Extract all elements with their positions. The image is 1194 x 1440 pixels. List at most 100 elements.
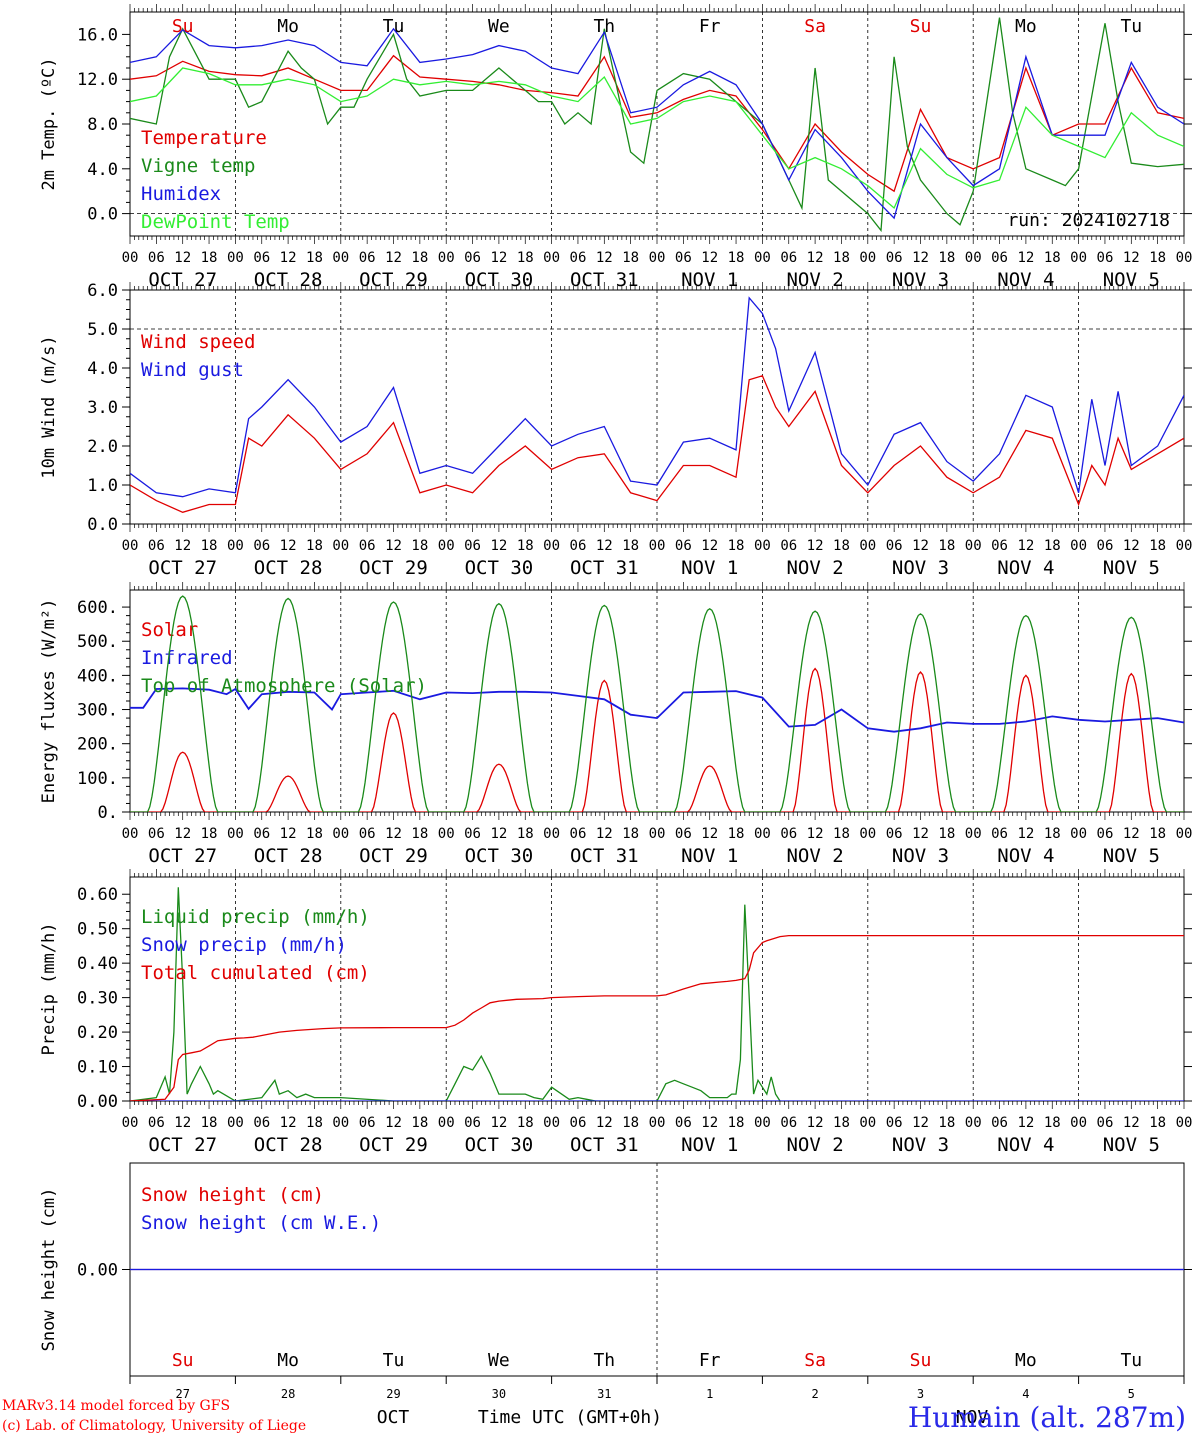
- weekday-label: Mo: [277, 16, 299, 37]
- weekday-label: Sa: [804, 1350, 826, 1371]
- x-hour-label: 06: [464, 250, 481, 266]
- x-hour-label: 18: [1044, 250, 1061, 266]
- x-hour-label: 06: [675, 1115, 692, 1131]
- x-hour-label: 00: [649, 250, 666, 266]
- x-day-label: OCT 27: [148, 557, 217, 579]
- x-hour-label: 00: [649, 1115, 666, 1131]
- y-axis-label: 2m Temp. (ºC): [39, 57, 59, 190]
- y-tick-label: 2.0: [87, 437, 118, 457]
- x-day-label: OCT 27: [148, 845, 217, 867]
- x-hour-label: 06: [570, 250, 587, 266]
- y-tick-label: 1.0: [87, 476, 118, 496]
- panel-flux: 0. 100. 200. 300. 400. 500. 600. Energy fluxes …: [39, 582, 1192, 867]
- x-hour-label: 00: [332, 250, 349, 266]
- weekday-label: Tu: [383, 16, 405, 37]
- x-hour-label: 18: [517, 538, 534, 554]
- x-hour-label: 00: [543, 538, 560, 554]
- x-day-label: NOV 4: [997, 557, 1054, 579]
- y-tick-label: 200.: [77, 735, 118, 755]
- x-day-number: 5: [1128, 1387, 1135, 1401]
- legend-entry: Vigne temp: [141, 155, 255, 177]
- x-hour-label: 18: [728, 538, 745, 554]
- x-hour-label: 18: [1149, 826, 1166, 842]
- x-hour-label: 12: [596, 1115, 613, 1131]
- x-hour-label: 06: [886, 538, 903, 554]
- x-hour-label: 00: [122, 538, 139, 554]
- series-line-temperature: [130, 54, 1184, 193]
- legend-entry: Wind gust: [141, 359, 244, 381]
- x-hour-label: 18: [517, 826, 534, 842]
- x-day-label: NOV 1: [681, 557, 738, 579]
- x-hour-label: 00: [859, 826, 876, 842]
- x-day-label: OCT 31: [570, 557, 639, 579]
- x-hour-label: 18: [938, 1115, 955, 1131]
- x-hour-label: 18: [201, 538, 218, 554]
- series-line-vigne-temp: [130, 17, 1184, 233]
- y-tick-label: 0.30: [77, 989, 118, 1009]
- y-tick-label: 100.: [77, 769, 118, 789]
- x-hour-label: 06: [991, 1115, 1008, 1131]
- x-hour-label: 00: [122, 250, 139, 266]
- x-hour-label: 18: [411, 250, 428, 266]
- x-day-number: 27: [175, 1387, 189, 1401]
- x-hour-label: 12: [385, 1115, 402, 1131]
- x-hour-label: 12: [385, 538, 402, 554]
- x-hour-label: 00: [438, 538, 455, 554]
- x-hour-label: 12: [174, 1115, 191, 1131]
- y-tick-label: 0.0: [87, 515, 118, 535]
- x-day-label: NOV 4: [997, 269, 1054, 291]
- x-hour-label: 06: [991, 826, 1008, 842]
- plot-frame: [129, 11, 1185, 237]
- x-hour-label: 18: [833, 1115, 850, 1131]
- x-hour-label: 12: [912, 250, 929, 266]
- x-hour-label: 18: [833, 826, 850, 842]
- x-hour-label: 00: [227, 250, 244, 266]
- x-hour-label: 12: [912, 1115, 929, 1131]
- weekday-label: Th: [593, 1350, 615, 1371]
- x-hour-label: 18: [833, 250, 850, 266]
- weekday-label: Fr: [699, 16, 721, 37]
- x-hour-label: 00: [438, 1115, 455, 1131]
- x-hour-label: 12: [807, 250, 824, 266]
- x-hour-label: 18: [306, 1115, 323, 1131]
- x-day-label: OCT 29: [359, 1134, 428, 1156]
- x-day-label: NOV 5: [1103, 557, 1160, 579]
- x-hour-label: 06: [1097, 538, 1114, 554]
- x-hour-label: 12: [807, 1115, 824, 1131]
- x-hour-label: 00: [543, 1115, 560, 1131]
- weekday-label: Su: [910, 1350, 932, 1371]
- x-hour-label: 18: [306, 826, 323, 842]
- legend-entry: Wind speed: [141, 331, 255, 353]
- x-hour-label: 12: [1017, 826, 1034, 842]
- x-hour-label: 18: [411, 538, 428, 554]
- x-day-number: 3: [917, 1387, 924, 1401]
- y-axis-label: Energy fluxes (W/m²): [39, 599, 59, 804]
- x-hour-label: 12: [596, 538, 613, 554]
- x-hour-label: 12: [280, 538, 297, 554]
- x-hour-label: 06: [675, 538, 692, 554]
- x-day-label: OCT 28: [254, 269, 323, 291]
- y-axis-label: Snow height (cm): [39, 1188, 59, 1352]
- month-label: OCT: [377, 1407, 410, 1428]
- x-day-label: NOV 1: [681, 1134, 738, 1156]
- x-day-number: 4: [1022, 1387, 1029, 1401]
- x-hour-label: 12: [490, 826, 507, 842]
- x-hour-label: 12: [490, 250, 507, 266]
- legend-entry: DewPoint Temp: [141, 211, 290, 233]
- weekday-label: Mo: [1015, 1350, 1037, 1371]
- x-axis-label: Time UTC (GMT+0h): [478, 1407, 662, 1428]
- weekday-label: Th: [593, 16, 615, 37]
- x-hour-label: 18: [411, 1115, 428, 1131]
- x-hour-label: 12: [701, 826, 718, 842]
- x-day-number: 1: [706, 1387, 713, 1401]
- series-line-wind-speed: [130, 375, 1184, 513]
- x-hour-label: 00: [754, 250, 771, 266]
- x-hour-label: 00: [1176, 250, 1193, 266]
- y-axis-label: 10m Wind (m/s): [39, 335, 59, 478]
- x-hour-label: 12: [174, 826, 191, 842]
- series-line-total-cumulated-cm-: [130, 934, 1184, 1101]
- y-tick-label: 0.00: [77, 1261, 118, 1281]
- y-tick-label: 4.0: [87, 160, 118, 180]
- legend-entry: Snow height (cm): [141, 1184, 324, 1206]
